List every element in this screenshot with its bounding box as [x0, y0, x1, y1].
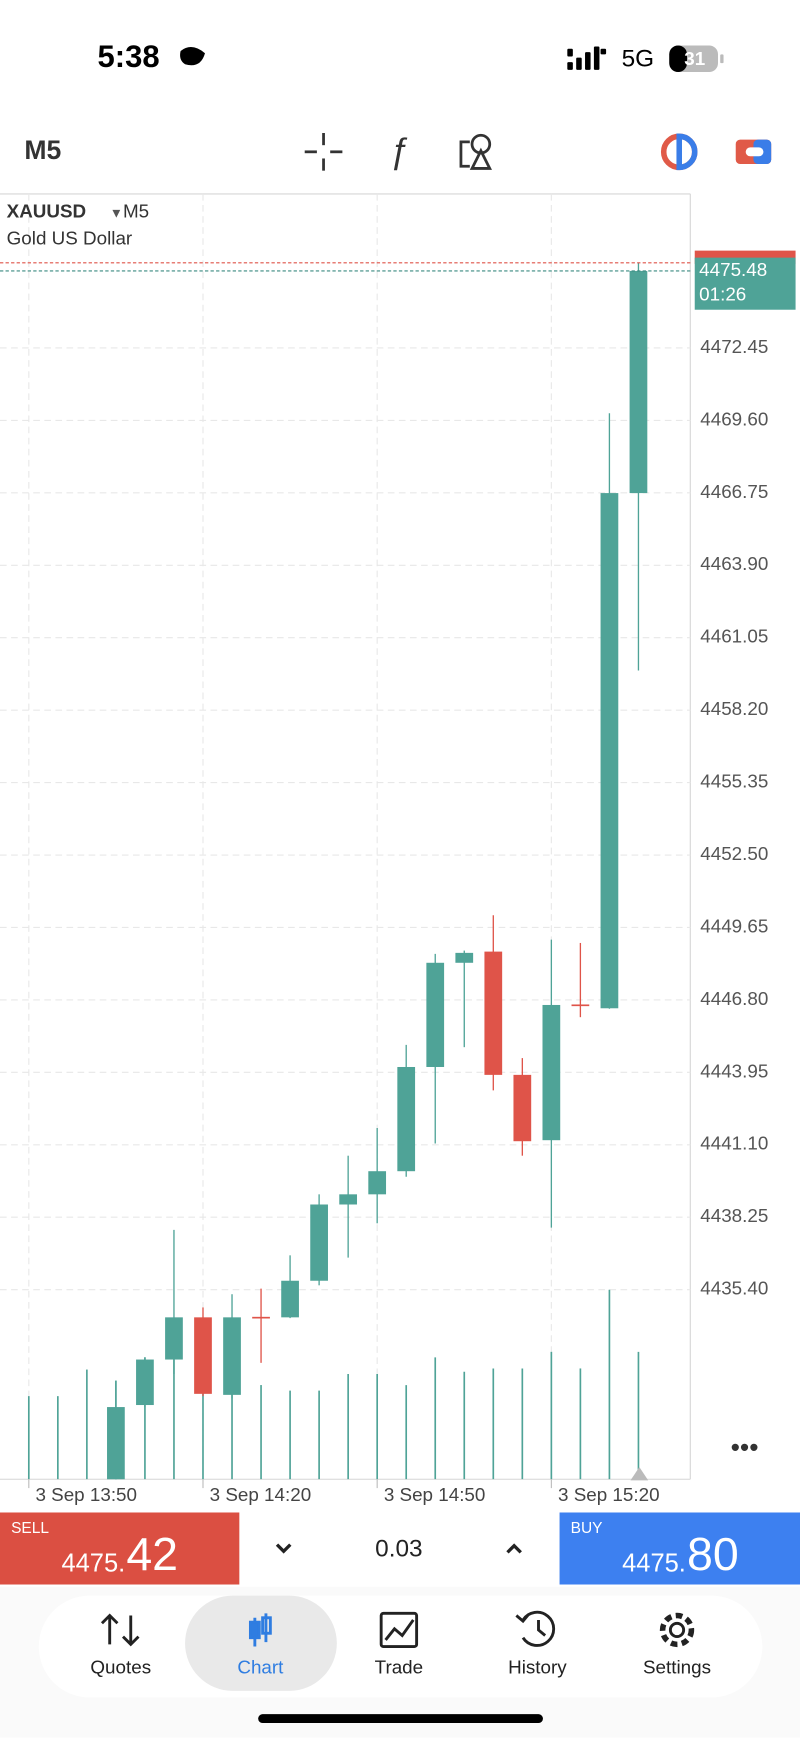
candle-body — [107, 1407, 125, 1480]
battery-percent: 31 — [684, 48, 705, 69]
sell-price-tail: 42 — [126, 1528, 178, 1580]
axes: 4472.45 4469.60 4466.75 4463.90 4461.05 4458.… — [0, 250, 796, 1505]
y-tick-label: 4441.10 — [700, 1133, 768, 1154]
y-tick-label: 4472.45 — [700, 336, 768, 357]
plot — [27, 262, 648, 1480]
buy-price-tail: 80 — [687, 1528, 739, 1580]
y-tick-label: 4438.25 — [700, 1205, 768, 1226]
x-tick-label: 3 Sep 14:20 — [210, 1484, 312, 1505]
y-tick-label: 4463.90 — [700, 553, 768, 574]
nav-item[interactable]: Quotes — [90, 1657, 151, 1678]
candle-body — [513, 1074, 532, 1142]
buy-button[interactable] — [559, 1512, 800, 1585]
buy-label: BUY — [571, 1520, 603, 1537]
chart-timeframe: M5 — [123, 201, 149, 222]
y-tick-label: 4458.20 — [700, 698, 768, 719]
y-tick-label: 4435.40 — [700, 1278, 768, 1299]
crosshair-button[interactable] — [304, 132, 343, 171]
home-indicator — [258, 1714, 543, 1724]
one-click-trading-button[interactable] — [660, 133, 698, 171]
candle-body — [339, 1194, 358, 1205]
candle-body — [165, 1317, 183, 1360]
candle-body — [194, 1317, 212, 1394]
candle-body — [426, 962, 445, 1067]
y-tick-label: 4449.65 — [700, 915, 768, 936]
nav-item[interactable]: History — [508, 1657, 567, 1678]
candle-body — [571, 1004, 590, 1007]
chart: 4472.45 4469.60 4466.75 4463.90 4461.05 4458.… — [0, 193, 796, 1505]
last-price-tag — [694, 257, 796, 310]
lot-increase[interactable] — [506, 1543, 522, 1554]
nav-active-pill — [185, 1595, 337, 1691]
objects-button[interactable] — [459, 133, 492, 170]
nav: Quotes Chart Trade History Settings — [90, 1595, 711, 1691]
y-tick-label: 4466.75 — [700, 481, 768, 502]
x-tick-label: 3 Sep 13:50 — [35, 1484, 137, 1505]
lot-size[interactable]: 0.03 — [375, 1536, 422, 1563]
signal-icon — [567, 46, 607, 70]
symbol-description: Gold US Dollar — [7, 227, 133, 248]
x-tick-label: 3 Sep 15:20 — [558, 1484, 660, 1505]
y-tick-label: 4452.50 — [700, 843, 768, 864]
nav-icons — [100, 1610, 695, 1649]
clock: 5:38 — [98, 39, 160, 74]
indicators-button[interactable]: ƒ — [389, 130, 409, 171]
candle-body — [542, 1004, 561, 1141]
y-tick-label: 4446.80 — [700, 988, 768, 1009]
candle-body — [310, 1204, 328, 1281]
more-button[interactable]: ••• — [731, 1432, 759, 1462]
grid — [0, 193, 691, 1480]
candle-body — [223, 1317, 241, 1395]
y-tick-label: 4443.95 — [700, 1060, 768, 1081]
candle-body — [281, 1280, 299, 1318]
lot-decrease[interactable] — [275, 1543, 292, 1554]
y-tick-label: 4469.60 — [700, 408, 768, 429]
symbol: XAUUSD — [7, 201, 87, 222]
candle-body — [397, 1066, 416, 1172]
candle-body — [368, 1171, 387, 1195]
nav-item[interactable]: Chart — [237, 1657, 284, 1678]
x-tick-label: 3 Sep 14:50 — [384, 1484, 486, 1505]
battery-cap — [720, 54, 724, 64]
period-marker — [630, 1467, 649, 1481]
sell-button[interactable] — [0, 1512, 240, 1585]
nav-item[interactable]: Trade — [375, 1657, 424, 1678]
nav-item[interactable]: Settings — [643, 1657, 711, 1678]
sell-label: SELL — [11, 1520, 49, 1537]
candle-body — [455, 952, 474, 963]
symbol-dropdown[interactable]: ▼ — [110, 205, 123, 220]
candle-body — [252, 1316, 270, 1319]
sell-price-head: 4475. — [61, 1549, 125, 1577]
y-tick-label: 4455.35 — [700, 771, 768, 792]
candle-body — [136, 1359, 154, 1406]
candle-body — [600, 493, 619, 1009]
y-tick-label: 4461.05 — [700, 626, 768, 647]
network: 5G — [622, 45, 655, 72]
trade-button[interactable] — [735, 139, 772, 165]
buy-price-head: 4475. — [622, 1549, 686, 1577]
last-price-label: 4475.48 — [699, 259, 767, 280]
candle-body — [629, 270, 648, 494]
timeframe-button[interactable]: M5 — [24, 135, 61, 165]
bar-countdown: 01:26 — [699, 283, 746, 304]
battery-level — [669, 45, 687, 73]
candle-body — [484, 951, 503, 1075]
focus-icon — [180, 47, 205, 66]
